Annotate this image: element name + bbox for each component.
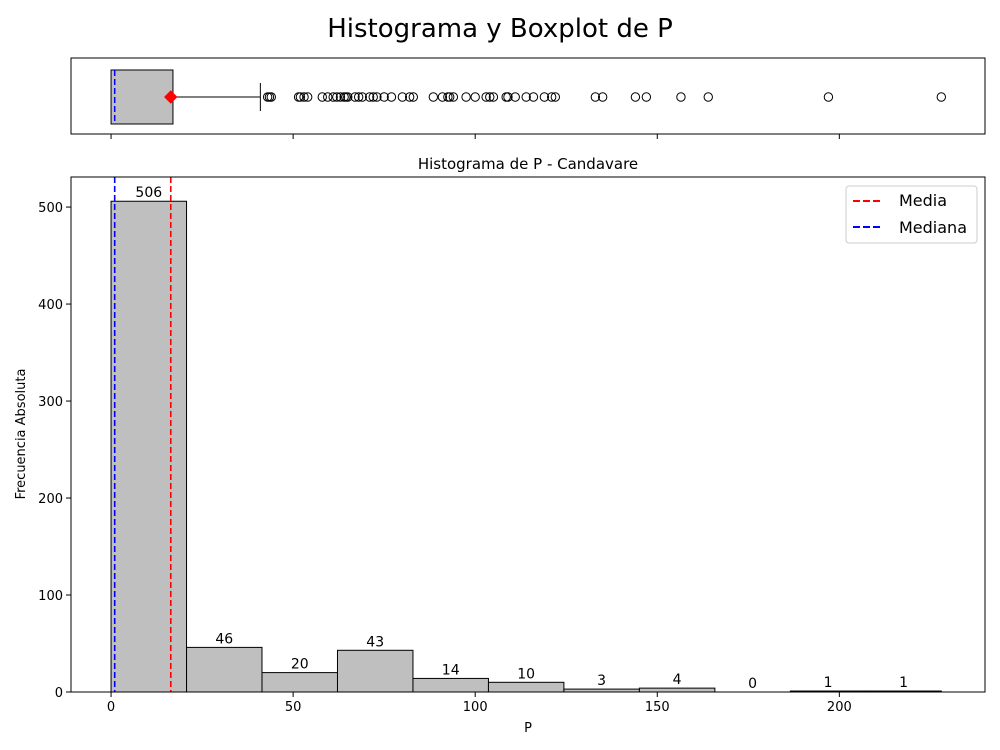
histogram-bar-label: 1 xyxy=(899,675,908,691)
histogram-bar-label: 506 xyxy=(135,185,162,201)
boxplot-panel xyxy=(70,57,986,139)
boxplot-outlier xyxy=(936,92,947,102)
histogram-frame xyxy=(70,176,986,693)
boxplot-outlier xyxy=(364,92,375,102)
boxplot-outliers xyxy=(262,92,947,102)
legend-mediana-label: Mediana xyxy=(899,218,967,237)
y-tick-label: 300 xyxy=(38,395,63,410)
boxplot-outlier xyxy=(332,92,342,102)
boxplot-outlier xyxy=(408,92,418,102)
boxplot-outlier xyxy=(368,92,378,102)
histogram-bar xyxy=(261,672,338,693)
boxplot-outlier xyxy=(641,92,652,102)
boxplot-outlier xyxy=(550,92,561,102)
y-tick-label: 200 xyxy=(38,492,63,507)
boxplot-outlier xyxy=(510,92,520,102)
boxplot-outlier xyxy=(470,92,480,102)
boxplot-outlier xyxy=(485,92,495,102)
boxplot-outlier xyxy=(323,92,333,102)
x-tick-label: 0 xyxy=(107,700,115,715)
boxplot-outlier xyxy=(372,92,382,102)
y-tick-label: 500 xyxy=(38,201,63,216)
boxplot-body xyxy=(110,69,261,125)
y-tick-label: 0 xyxy=(55,686,63,701)
histogram-bar xyxy=(412,677,489,693)
boxplot-outlier xyxy=(445,92,455,102)
boxplot-outlier xyxy=(343,92,353,102)
boxplot-outlier xyxy=(386,92,397,102)
boxplot-outlier xyxy=(528,92,539,102)
boxplot-outlier xyxy=(266,92,276,102)
boxplot-outlier xyxy=(461,92,471,102)
histogram-bar-label: 20 xyxy=(291,657,309,673)
histogram-bar-label: 43 xyxy=(366,634,384,650)
x-tick-label: 200 xyxy=(827,700,852,715)
histogram-bar-label: 3 xyxy=(597,673,606,689)
boxplot-outlier xyxy=(597,92,608,102)
histogram-bar xyxy=(336,649,414,693)
boxplot-outlier xyxy=(379,92,389,102)
boxplot-outlier xyxy=(428,92,439,102)
boxplot-outlier xyxy=(590,92,601,102)
boxplot-outlier xyxy=(676,92,686,102)
boxplot-outlier xyxy=(404,92,415,102)
boxplot-outlier xyxy=(630,92,641,102)
boxplot-outlier xyxy=(350,92,360,102)
boxplot-outlier xyxy=(328,92,338,102)
boxplot-outlier xyxy=(437,92,448,102)
x-tick-label: 100 xyxy=(463,700,488,715)
histogram-bar xyxy=(487,681,565,693)
boxplot-outlier xyxy=(295,92,306,102)
x-tick-label: 50 xyxy=(285,700,302,715)
histogram-bar-label: 1 xyxy=(824,675,833,691)
boxplot-outlier xyxy=(299,92,309,102)
histogram-bar-label: 4 xyxy=(673,672,682,688)
y-tick-label: 400 xyxy=(38,298,63,313)
boxplot-outlier xyxy=(823,92,834,102)
boxplot-outlier xyxy=(488,92,499,102)
histogram-bar-labels: 506 46 20 43 14 10 3 4 0 1 1 xyxy=(135,185,908,692)
histogram-bar-label: 0 xyxy=(748,676,757,692)
histogram-bar xyxy=(110,200,188,693)
boxplot-frame xyxy=(70,57,986,135)
histogram-bar xyxy=(186,646,263,693)
boxplot-outlier xyxy=(448,92,459,102)
boxplot-outlier xyxy=(503,92,513,102)
histogram-title: Histograma de P - Candavare xyxy=(418,155,638,173)
y-tick-label: 100 xyxy=(38,589,63,604)
boxplot-outlier xyxy=(353,92,364,102)
histogram-y-ticks: 0 100 200 300 400 500 xyxy=(38,201,71,701)
boxplot-outlier xyxy=(521,92,531,102)
boxplot-outlier xyxy=(397,92,408,102)
x-axis-label: P xyxy=(524,721,532,736)
histogram-bar-label: 14 xyxy=(442,662,460,678)
histogram-x-ticks: 0 50 100 150 200 xyxy=(107,692,852,715)
histogram-reference-lines xyxy=(113,177,172,692)
boxplot-outlier xyxy=(302,92,313,102)
boxplot-outlier xyxy=(546,92,557,102)
boxplot-outlier xyxy=(335,92,346,102)
figure-title: Histograma y Boxplot de P xyxy=(327,14,673,44)
boxplot-outlier xyxy=(317,92,327,102)
boxplot-x-ticks xyxy=(110,134,840,139)
histogram-bar xyxy=(638,687,716,693)
boxplot-outlier xyxy=(703,92,713,102)
boxplot-mean-marker xyxy=(164,90,178,104)
y-axis-label: Frecuencia Absoluta xyxy=(14,369,29,500)
histogram-bar-label: 10 xyxy=(517,666,535,682)
boxplot-box xyxy=(110,69,174,125)
x-tick-label: 150 xyxy=(645,700,670,715)
boxplot-outlier xyxy=(357,92,368,102)
boxplot-outlier xyxy=(539,92,550,102)
legend: Media Mediana xyxy=(845,185,978,244)
legend-media-label: Media xyxy=(899,191,947,210)
boxplot-outlier xyxy=(481,92,491,102)
histogram-bar-label: 46 xyxy=(215,631,233,647)
